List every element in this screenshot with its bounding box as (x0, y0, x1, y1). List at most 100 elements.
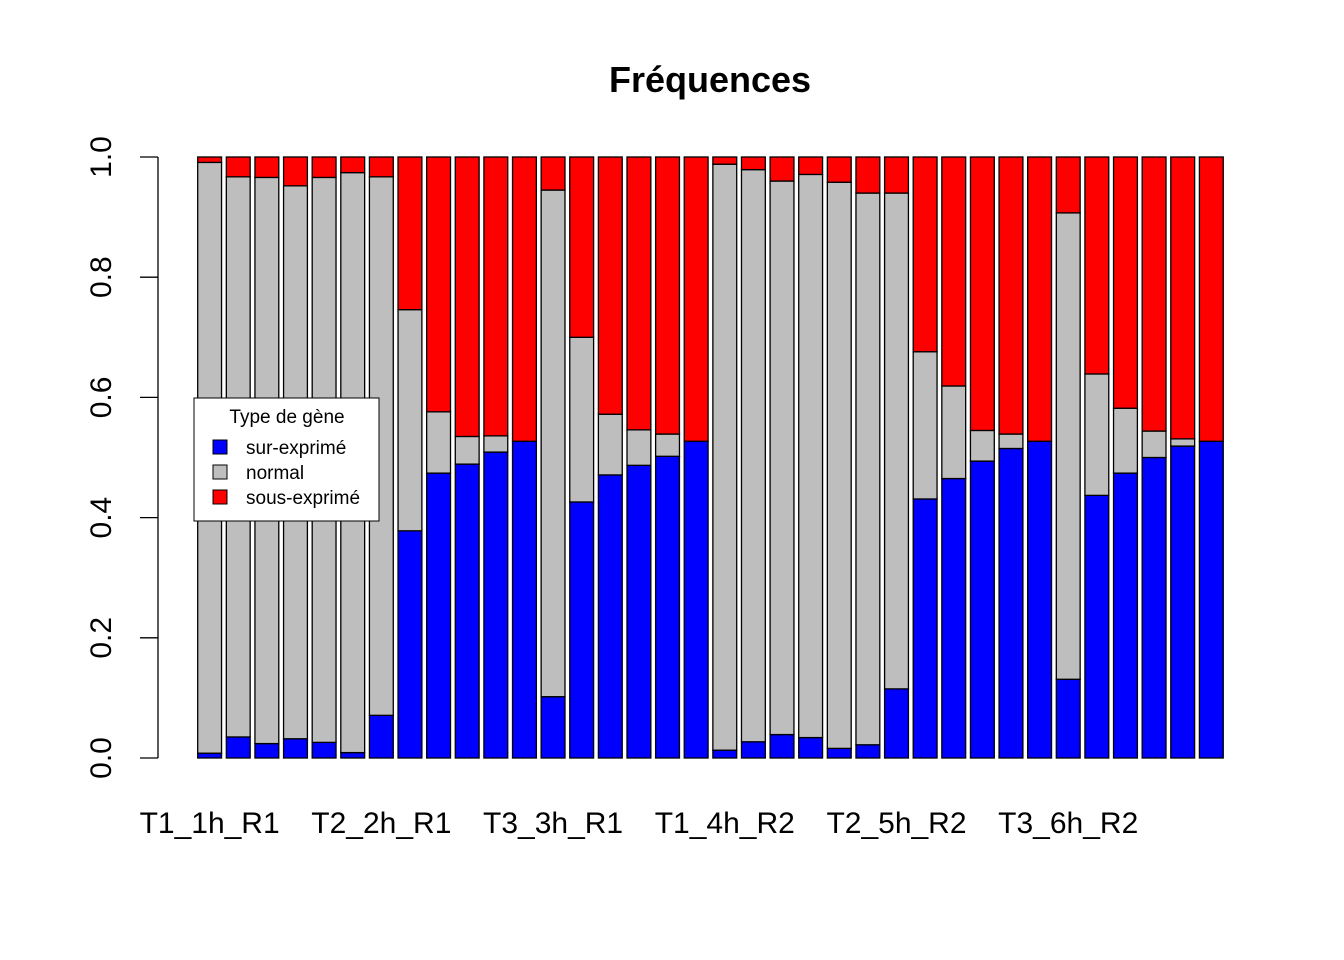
bar-9-sous-exprime (426, 156, 452, 413)
bar-33-sur-exprime (1112, 472, 1139, 759)
y-tick-label: 0.4 (85, 497, 118, 539)
bar-29-sur-exprime (998, 447, 1024, 759)
bar-18-sur-exprime (683, 440, 709, 759)
bar-8-sur-exprime (397, 530, 423, 759)
bar-9-normal (426, 411, 452, 474)
bar-20-sous-exprime (740, 156, 766, 171)
bar-35-normal (1170, 438, 1196, 447)
bar-1-sur-exprime (197, 752, 223, 759)
bar-11-sous-exprime (483, 156, 509, 437)
y-tick-label: 0.6 (85, 377, 118, 419)
bar-14-sous-exprime (569, 156, 595, 338)
bar-8-sous-exprime (397, 156, 423, 311)
bar-13-normal (540, 189, 566, 698)
bar-24-sur-exprime (855, 744, 881, 759)
bar-16-normal (626, 429, 652, 466)
bars-group (197, 156, 1224, 759)
bar-10-sur-exprime (454, 463, 480, 759)
bar-32-sur-exprime (1084, 494, 1110, 759)
y-tick-label: 0.0 (85, 737, 118, 779)
bar-26-normal (912, 351, 938, 500)
x-tick-label: T2_2h_R1 (311, 807, 451, 840)
bar-27-sous-exprime (941, 156, 967, 387)
bar-17-sur-exprime (654, 455, 681, 759)
bar-12-sous-exprime (511, 156, 538, 442)
bar-23-normal (826, 181, 852, 750)
bar-20-sur-exprime (740, 741, 766, 759)
legend: Type de gène sur-exprimé normal sous-exp… (193, 397, 380, 522)
bar-26-sur-exprime (912, 498, 938, 759)
y-tick-label: 1.0 (85, 136, 118, 178)
x-tick-label: T1_1h_R1 (140, 807, 280, 840)
bar-13-sur-exprime (540, 696, 566, 759)
bar-7-sous-exprime (368, 156, 394, 178)
legend-label-sur-exprime: sur-exprimé (246, 438, 346, 459)
bar-9-sur-exprime (426, 472, 452, 759)
bar-20-normal (740, 168, 766, 743)
bar-31-sous-exprime (1055, 156, 1081, 214)
bar-29-sous-exprime (998, 156, 1024, 435)
bar-26-sous-exprime (912, 156, 938, 353)
bar-15-sous-exprime (597, 156, 623, 415)
bar-31-normal (1055, 212, 1081, 680)
x-tick-label: T3_6h_R2 (998, 807, 1138, 840)
bar-24-normal (855, 192, 881, 746)
bar-4-sous-exprime (282, 156, 309, 187)
bar-4-sur-exprime (282, 738, 309, 759)
bar-16-sous-exprime (626, 156, 652, 431)
bar-28-sur-exprime (969, 460, 995, 759)
bar-27-normal (941, 385, 967, 480)
bar-11-normal (483, 435, 509, 453)
bar-6-sur-exprime (340, 751, 366, 759)
bar-35-sous-exprime (1170, 156, 1196, 440)
bar-33-normal (1112, 407, 1139, 474)
bar-22-sur-exprime (798, 736, 824, 759)
x-tick-label: T2_5h_R2 (826, 807, 966, 840)
bar-15-normal (597, 413, 623, 476)
bar-30-sous-exprime (1027, 156, 1053, 442)
bar-5-sur-exprime (311, 741, 337, 759)
legend-swatch-sous-exprime (212, 489, 228, 505)
bar-30-sur-exprime (1027, 440, 1053, 759)
bar-10-normal (454, 435, 480, 465)
bar-25-sous-exprime (883, 156, 910, 194)
y-axis: 0.0 0.2 0.4 0.6 0.8 1.0 (85, 136, 159, 779)
y-tick-label: 0.8 (85, 256, 118, 298)
bar-11-sur-exprime (483, 451, 509, 759)
bar-13-sous-exprime (540, 156, 566, 191)
x-axis: T1_1h_R1 T2_2h_R1 T3_3h_R1 T1_4h_R2 T2_5h_R2… (140, 807, 1139, 840)
bar-17-sous-exprime (654, 156, 681, 435)
bar-8-normal (397, 309, 423, 532)
bar-12-sur-exprime (511, 440, 538, 759)
bar-2-sur-exprime (225, 736, 251, 759)
bar-31-sur-exprime (1055, 678, 1081, 759)
bar-23-sous-exprime (826, 156, 852, 183)
bar-5-sous-exprime (311, 156, 337, 179)
bar-25-sur-exprime (883, 688, 910, 759)
bar-17-normal (654, 433, 681, 457)
bar-32-normal (1084, 373, 1110, 497)
bar-14-normal (569, 336, 595, 503)
legend-swatch-normal (212, 464, 228, 480)
bar-28-normal (969, 429, 995, 462)
bar-27-sur-exprime (941, 477, 967, 759)
x-tick-label: T1_4h_R2 (655, 807, 795, 840)
bar-18-sous-exprime (683, 156, 709, 442)
bar-19-sous-exprime (712, 156, 738, 165)
bar-14-sur-exprime (569, 501, 595, 759)
bar-3-sur-exprime (254, 742, 280, 759)
bar-19-normal (712, 163, 738, 751)
bar-10-sous-exprime (454, 156, 480, 438)
legend-label-normal: normal (246, 463, 304, 484)
bar-1-sous-exprime (197, 156, 223, 164)
bar-25-normal (883, 192, 910, 690)
bar-36-sur-exprime (1198, 440, 1224, 759)
bar-34-normal (1141, 430, 1167, 459)
bar-6-sous-exprime (340, 156, 366, 174)
bar-34-sur-exprime (1141, 456, 1167, 759)
legend-swatch-sur-exprime (212, 439, 228, 455)
bar-28-sous-exprime (969, 156, 995, 432)
legend-label-sous-exprime: sous-exprimé (246, 488, 360, 509)
bar-2-sous-exprime (225, 156, 251, 178)
